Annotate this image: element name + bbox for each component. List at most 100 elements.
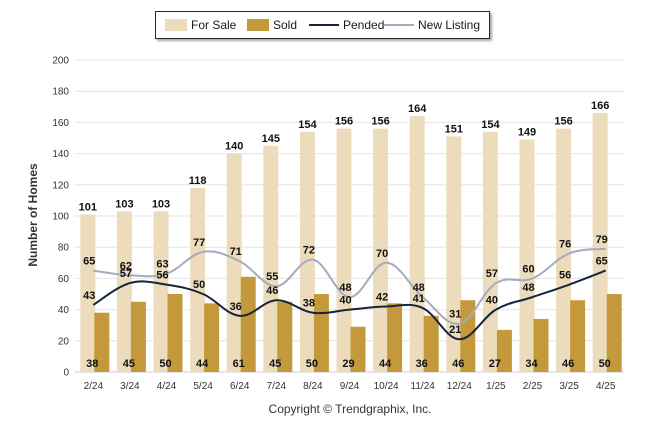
legend-item-new-listing: New Listing bbox=[384, 18, 480, 32]
data-label-sold: 46 bbox=[562, 358, 574, 370]
bar-sold bbox=[570, 300, 586, 372]
data-label-pended: 21 bbox=[449, 324, 461, 336]
bar-sold bbox=[496, 329, 512, 372]
bar-sold bbox=[350, 326, 366, 372]
data-label-for-sale: 145 bbox=[262, 133, 280, 145]
y-tick-label: 100 bbox=[52, 212, 69, 223]
data-label-for-sale: 149 bbox=[518, 127, 536, 139]
data-label-sold: 50 bbox=[159, 358, 171, 370]
bar-sold bbox=[130, 301, 146, 372]
bar-sold bbox=[167, 294, 183, 372]
data-label-sold: 29 bbox=[342, 358, 354, 370]
data-label-for-sale: 101 bbox=[79, 201, 97, 213]
x-tick-label: 12/24 bbox=[447, 381, 472, 392]
data-label-sold: 36 bbox=[416, 358, 428, 370]
data-label-sold: 45 bbox=[123, 358, 135, 370]
data-label-new-listing: 62 bbox=[120, 260, 132, 272]
bar-sold bbox=[204, 303, 220, 372]
legend-label-pended: Pended bbox=[343, 18, 385, 32]
data-label-sold: 44 bbox=[379, 358, 392, 370]
bar-sold bbox=[533, 318, 549, 372]
data-label-new-listing: 71 bbox=[230, 246, 242, 258]
x-tick-label: 4/24 bbox=[157, 381, 177, 392]
y-tick-label: 40 bbox=[58, 305, 70, 316]
legend-line-new-listing bbox=[384, 24, 414, 26]
data-label-pended: 56 bbox=[156, 270, 168, 282]
data-label-new-listing: 76 bbox=[559, 238, 571, 250]
bar-for-sale bbox=[116, 211, 132, 372]
bar-sold bbox=[387, 303, 403, 372]
bar-for-sale bbox=[409, 116, 425, 372]
data-label-new-listing: 79 bbox=[596, 234, 608, 246]
line-pended bbox=[92, 269, 607, 341]
data-label-pended: 38 bbox=[303, 298, 315, 310]
bar-for-sale bbox=[373, 128, 389, 372]
bar-for-sale bbox=[482, 131, 498, 372]
data-label-pended: 56 bbox=[559, 270, 571, 282]
x-tick-label: 9/24 bbox=[340, 381, 360, 392]
data-label-sold: 50 bbox=[599, 358, 611, 370]
y-tick-label: 140 bbox=[52, 149, 69, 160]
data-label-new-listing: 70 bbox=[376, 248, 388, 260]
y-tick-label: 160 bbox=[52, 118, 69, 129]
data-label-pended: 50 bbox=[193, 279, 205, 291]
data-label-for-sale: 151 bbox=[445, 123, 463, 135]
x-tick-label: 2/24 bbox=[84, 381, 104, 392]
copyright-text: Copyright © Trendgraphix, Inc. bbox=[268, 402, 432, 416]
data-label-sold: 50 bbox=[306, 358, 318, 370]
x-tick-label: 3/25 bbox=[559, 381, 579, 392]
legend-label-sold: Sold bbox=[273, 18, 298, 32]
data-label-for-sale: 154 bbox=[298, 119, 317, 131]
data-label-new-listing: 72 bbox=[303, 245, 315, 257]
x-tick-label: 2/25 bbox=[523, 381, 543, 392]
bar-for-sale bbox=[592, 113, 608, 372]
data-label-pended: 65 bbox=[596, 256, 608, 268]
bar-for-sale bbox=[519, 139, 535, 372]
data-label-for-sale: 164 bbox=[408, 103, 427, 115]
data-label-sold: 38 bbox=[86, 358, 98, 370]
legend-label-for-sale: For Sale bbox=[191, 18, 237, 32]
x-tick-label: 1/25 bbox=[486, 381, 506, 392]
x-tick-label: 6/24 bbox=[230, 381, 250, 392]
bar-sold bbox=[240, 276, 256, 372]
data-label-pended: 42 bbox=[376, 291, 388, 303]
data-label-sold: 46 bbox=[452, 358, 464, 370]
data-label-sold: 34 bbox=[525, 358, 538, 370]
bar-for-sale bbox=[226, 153, 242, 372]
bar-for-sale bbox=[153, 211, 169, 372]
bar-sold bbox=[94, 312, 110, 372]
bar-for-sale bbox=[446, 136, 462, 372]
data-label-new-listing: 55 bbox=[266, 271, 278, 283]
data-label-new-listing: 48 bbox=[413, 282, 425, 294]
data-label-pended: 36 bbox=[230, 301, 242, 313]
data-label-for-sale: 154 bbox=[481, 119, 500, 131]
legend-item-for-sale: For Sale bbox=[165, 18, 236, 32]
bar-for-sale bbox=[80, 214, 96, 372]
legend-swatch-sold bbox=[247, 19, 269, 31]
y-tick-label: 20 bbox=[58, 336, 70, 347]
data-label-new-listing: 48 bbox=[339, 282, 351, 294]
x-tick-label: 7/24 bbox=[267, 381, 287, 392]
data-label-for-sale: 156 bbox=[554, 116, 572, 128]
data-label-pended: 57 bbox=[120, 268, 132, 280]
x-tick-label: 4/25 bbox=[596, 381, 616, 392]
x-tick-label: 3/24 bbox=[120, 381, 140, 392]
data-label-sold: 61 bbox=[233, 358, 245, 370]
data-label-pended: 40 bbox=[486, 295, 498, 307]
data-label-for-sale: 156 bbox=[371, 116, 389, 128]
data-label-new-listing: 63 bbox=[156, 259, 168, 271]
legend-line-pended bbox=[309, 24, 339, 26]
data-label-new-listing: 65 bbox=[83, 256, 95, 268]
y-tick-label: 0 bbox=[63, 368, 69, 379]
data-label-pended: 43 bbox=[83, 290, 95, 302]
chart-legend: For Sale Sold Pended New Listing bbox=[155, 11, 490, 39]
y-tick-label: 120 bbox=[52, 180, 69, 191]
line-new-listing bbox=[93, 247, 606, 325]
data-label-for-sale: 118 bbox=[189, 175, 207, 187]
data-label-new-listing: 57 bbox=[486, 268, 498, 280]
data-label-sold: 27 bbox=[489, 358, 501, 370]
data-label-for-sale: 103 bbox=[152, 198, 170, 210]
bar-for-sale bbox=[556, 128, 572, 372]
data-label-for-sale: 156 bbox=[335, 116, 353, 128]
data-label-for-sale: 166 bbox=[591, 100, 609, 112]
